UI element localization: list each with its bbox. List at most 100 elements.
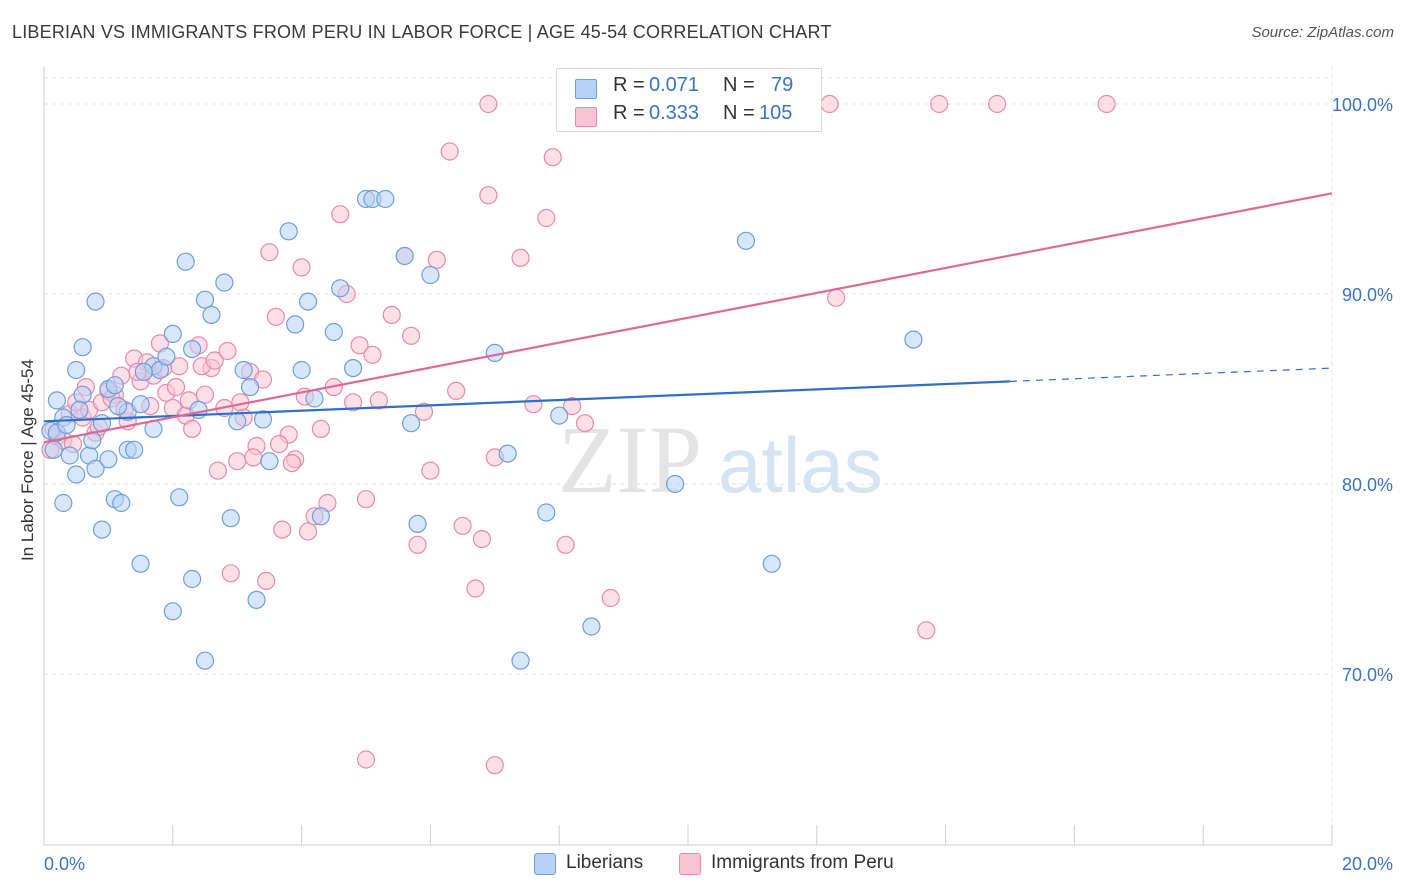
liberians-point bbox=[298, 292, 318, 311]
liberians-point bbox=[537, 503, 556, 522]
peru-r-value: 0.333 bbox=[649, 102, 700, 124]
liberians-r-label: R = bbox=[613, 74, 645, 96]
peru-swatch bbox=[575, 107, 597, 127]
peru-point bbox=[166, 378, 186, 397]
peru-point bbox=[208, 461, 227, 480]
peru-point bbox=[447, 381, 466, 400]
peru-point bbox=[183, 419, 202, 438]
peru-point bbox=[537, 208, 556, 228]
liberians-point bbox=[331, 279, 350, 298]
peru-point bbox=[427, 250, 446, 269]
liberians-point bbox=[292, 360, 311, 380]
liberians-point bbox=[202, 305, 221, 324]
tick-labels: 70.0% 80.0% 90.0% 100.0% 0.0% 20.0% bbox=[44, 95, 1393, 874]
liberians-r-value: 0.071 bbox=[649, 74, 700, 96]
peru-point bbox=[479, 186, 498, 205]
peru-point bbox=[269, 435, 289, 454]
legend-liberians-swatch bbox=[534, 853, 556, 875]
chart-title: LIBERIAN VS IMMIGRANTS FROM PERU IN LABO… bbox=[12, 22, 832, 42]
peru-point bbox=[350, 336, 369, 355]
legend-peru-label: Immigrants from Peru bbox=[711, 852, 894, 873]
liberians-point bbox=[511, 651, 530, 670]
peru-point bbox=[344, 393, 363, 412]
peru-point bbox=[511, 248, 530, 267]
liberians-point bbox=[498, 444, 517, 463]
peru-point bbox=[363, 345, 382, 364]
peru-point bbox=[292, 258, 311, 277]
liberians-point bbox=[183, 569, 202, 589]
liberians-point bbox=[157, 347, 176, 366]
peru-point bbox=[218, 341, 237, 361]
peru-point bbox=[421, 461, 440, 480]
liberians-point bbox=[408, 514, 427, 534]
liberians-point bbox=[286, 315, 305, 334]
peru-point bbox=[440, 142, 459, 161]
liberians-point bbox=[47, 391, 66, 410]
liberians-point bbox=[99, 450, 118, 469]
liberians-point bbox=[70, 400, 89, 419]
liberians-point bbox=[86, 292, 105, 311]
liberians-point bbox=[176, 252, 195, 271]
stats-box: R = 0.071 N = 79 R = 0.333 N = 105 bbox=[556, 68, 822, 132]
peru-point bbox=[244, 448, 263, 467]
x-tick-label: 20.0% bbox=[1342, 854, 1393, 874]
liberians-point bbox=[195, 290, 215, 309]
peru-point bbox=[827, 288, 846, 307]
liberians-point bbox=[86, 459, 105, 478]
peru-r-label: R = bbox=[613, 102, 645, 124]
x-tick-label: 0.0% bbox=[44, 854, 85, 874]
liberians-trend-line bbox=[43, 380, 1011, 423]
peru-point bbox=[472, 529, 492, 549]
liberians-point bbox=[67, 360, 86, 380]
peru-point bbox=[273, 520, 292, 539]
peru-trend-line bbox=[43, 192, 1333, 444]
liberians-point bbox=[344, 359, 363, 378]
liberians-point bbox=[44, 440, 63, 459]
points-liberians bbox=[41, 189, 923, 670]
liberians-point bbox=[736, 231, 756, 250]
liberians-point bbox=[305, 389, 324, 408]
trend-lines bbox=[43, 192, 1333, 444]
liberians-point bbox=[401, 414, 421, 433]
peru-point bbox=[401, 326, 421, 345]
y-tick-label: 100.0% bbox=[1332, 95, 1393, 115]
liberians-point bbox=[260, 452, 279, 471]
peru-point bbox=[356, 490, 376, 509]
liberians-point bbox=[247, 590, 266, 610]
liberians-point bbox=[395, 246, 414, 266]
peru-point bbox=[311, 419, 331, 438]
liberians-point bbox=[92, 520, 112, 539]
liberians-point bbox=[125, 440, 144, 459]
peru-point bbox=[408, 535, 427, 554]
peru-point bbox=[453, 516, 472, 535]
liberians-point bbox=[234, 360, 253, 380]
liberians-point bbox=[311, 507, 331, 526]
peru-point bbox=[930, 94, 949, 114]
liberians-point bbox=[228, 412, 247, 431]
liberians-point bbox=[163, 324, 182, 343]
liberians-point bbox=[134, 362, 153, 381]
liberians-point bbox=[279, 222, 298, 241]
liberians-point bbox=[215, 273, 234, 292]
liberians-point bbox=[54, 493, 73, 513]
peru-point bbox=[331, 205, 350, 224]
peru-n-label: N = bbox=[723, 102, 755, 124]
peru-point bbox=[228, 452, 247, 471]
legend-liberians-label: Liberians bbox=[566, 852, 644, 873]
peru-point bbox=[298, 522, 318, 541]
peru-point bbox=[221, 564, 240, 583]
liberians-trend-extension bbox=[1009, 367, 1333, 382]
liberians-point bbox=[550, 406, 569, 425]
liberians-point bbox=[163, 602, 182, 621]
liberians-point bbox=[183, 340, 202, 359]
peru-point bbox=[1097, 94, 1116, 114]
y-tick-label: 80.0% bbox=[1342, 475, 1393, 495]
liberians-point bbox=[221, 509, 240, 528]
peru-point bbox=[382, 305, 401, 324]
liberians-point bbox=[60, 446, 79, 465]
peru-point bbox=[414, 402, 434, 421]
peru-point bbox=[356, 750, 376, 769]
peru-point bbox=[266, 307, 285, 326]
chart-source: Source: ZipAtlas.com bbox=[1251, 24, 1394, 41]
watermark-atlas: atlas bbox=[718, 421, 883, 509]
